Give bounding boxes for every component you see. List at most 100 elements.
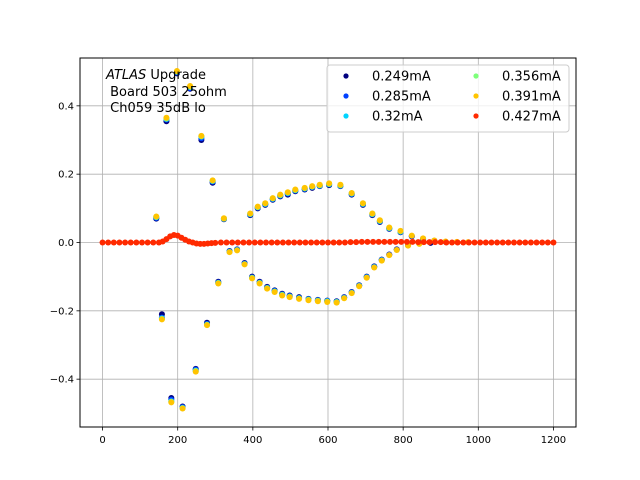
y-tick-label: −0.2 — [50, 306, 74, 317]
data-point — [268, 239, 275, 246]
legend: 0.249mA 0.285mA 0.32mA 0.356mA 0.391mA 0.427m… — [326, 64, 570, 133]
data-point — [139, 239, 145, 246]
data-point — [364, 238, 371, 245]
data-point — [371, 264, 378, 271]
data-point — [527, 239, 534, 246]
data-point — [209, 177, 216, 184]
data-point — [313, 239, 320, 246]
data-point — [454, 239, 461, 246]
data-point — [482, 239, 489, 246]
data-point — [333, 299, 340, 306]
data-point — [150, 239, 157, 246]
data-point — [353, 239, 360, 246]
data-point — [324, 298, 331, 305]
data-point — [420, 239, 427, 246]
data-point — [271, 289, 278, 296]
data-point — [217, 239, 224, 246]
series-0.427mA — [99, 231, 557, 247]
data-point — [226, 249, 233, 256]
data-point — [359, 200, 366, 207]
legend-label: 0.391mA — [502, 90, 561, 105]
data-point — [375, 238, 382, 245]
data-point — [163, 114, 170, 121]
data-point — [229, 239, 236, 246]
legend-label: 0.285mA — [372, 90, 431, 105]
y-tick-label: 0.2 — [58, 170, 74, 181]
legend-marker — [473, 73, 479, 79]
data-point — [192, 368, 199, 375]
data-point — [488, 239, 495, 246]
x-tick-label: 200 — [168, 435, 187, 446]
data-point — [376, 217, 383, 224]
data-point — [105, 239, 112, 246]
data-point — [241, 261, 248, 268]
data-point — [204, 322, 211, 329]
data-point — [443, 239, 450, 246]
data-point — [110, 239, 117, 246]
data-point — [246, 239, 253, 246]
data-point — [499, 239, 506, 246]
data-point — [314, 298, 321, 305]
data-point — [234, 247, 241, 254]
data-point — [516, 239, 523, 246]
data-point — [144, 239, 151, 246]
data-point — [247, 210, 254, 217]
data-point — [369, 210, 376, 217]
data-point — [316, 181, 323, 188]
data-point — [269, 195, 276, 202]
data-point — [257, 239, 264, 246]
data-point — [215, 280, 222, 287]
data-point — [511, 239, 517, 246]
data-point — [326, 180, 333, 187]
data-point — [262, 200, 269, 207]
legend-marker — [343, 93, 349, 99]
data-point — [301, 184, 308, 191]
data-point — [263, 239, 269, 246]
data-point — [133, 239, 140, 246]
data-point — [296, 295, 303, 302]
legend-label: 0.249mA — [372, 70, 431, 85]
data-point — [494, 239, 501, 246]
data-point — [325, 239, 331, 246]
data-point — [356, 283, 363, 290]
data-point — [319, 239, 326, 246]
data-point — [363, 274, 370, 281]
legend-marker — [343, 73, 349, 79]
data-point — [285, 239, 292, 246]
legend-marker — [473, 93, 479, 99]
data-point — [337, 181, 344, 188]
data-point — [291, 239, 298, 246]
annotation-line-1: ATLAS Upgrade — [105, 68, 206, 83]
data-point — [449, 239, 455, 246]
data-point — [341, 239, 348, 246]
data-point — [292, 186, 299, 193]
y-tick-label: −0.4 — [50, 375, 74, 386]
data-point — [370, 238, 377, 245]
data-point — [158, 316, 165, 323]
data-point — [403, 238, 410, 245]
data-point — [393, 247, 400, 254]
data-point — [336, 239, 343, 246]
data-point — [234, 239, 241, 246]
data-point — [397, 227, 404, 234]
annotation: ATLAS Upgrade Board 503 25ohm Ch059 35dB… — [105, 68, 227, 116]
data-point — [522, 239, 529, 246]
data-point — [274, 239, 281, 246]
data-point — [477, 239, 484, 246]
data-point — [284, 189, 291, 196]
data-point — [198, 132, 205, 139]
data-point — [505, 239, 512, 246]
x-tick-label: 600 — [318, 435, 337, 446]
data-point — [212, 239, 219, 246]
series-0.391mA — [153, 67, 472, 412]
data-point — [264, 285, 271, 292]
data-point — [330, 239, 337, 246]
data-point — [168, 399, 175, 406]
data-point — [99, 239, 106, 246]
legend-label: 0.32mA — [372, 110, 423, 125]
data-point — [309, 183, 316, 190]
x-tick-label: 800 — [394, 435, 413, 446]
data-point — [302, 239, 309, 246]
data-point — [539, 239, 546, 246]
